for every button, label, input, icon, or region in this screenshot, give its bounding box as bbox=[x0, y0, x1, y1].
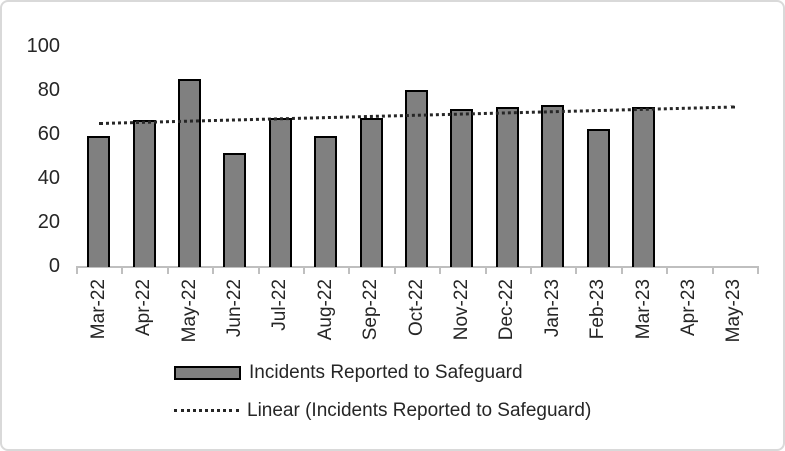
bar-series-swatch-icon bbox=[174, 365, 241, 380]
x-axis-tick bbox=[212, 266, 215, 274]
x-axis-label: Nov-22 bbox=[450, 279, 472, 341]
x-axis-tick bbox=[348, 266, 351, 274]
x-axis-label: Mar-23 bbox=[632, 279, 654, 340]
x-axis-label: Sep-22 bbox=[360, 279, 382, 341]
x-axis-label: Apr-23 bbox=[677, 279, 699, 337]
x-axis-label: Jun-22 bbox=[223, 279, 245, 338]
bar-oct-22 bbox=[405, 89, 428, 267]
bar-mar-22 bbox=[87, 135, 111, 267]
legend-bar-series-label: Incidents Reported to Safeguard bbox=[249, 361, 523, 383]
bar-mar-23 bbox=[632, 107, 655, 267]
x-axis-tick bbox=[439, 266, 442, 274]
y-axis-tick-label: 0 bbox=[48, 254, 60, 277]
y-axis-tick-label: 40 bbox=[37, 166, 60, 189]
x-axis-tick bbox=[257, 266, 260, 274]
trendline-swatch-icon bbox=[174, 409, 239, 412]
x-axis-label: Jul-22 bbox=[269, 279, 291, 331]
x-axis-label: Feb-23 bbox=[587, 279, 609, 340]
bar-dec-22 bbox=[495, 107, 519, 267]
bar-aug-22 bbox=[314, 135, 338, 267]
x-axis-tick bbox=[166, 266, 169, 274]
x-axis-label: Apr-22 bbox=[133, 279, 155, 337]
bar-jun-22 bbox=[223, 153, 247, 267]
x-axis-tick bbox=[303, 266, 305, 274]
x-axis-tick bbox=[76, 266, 78, 274]
x-axis-tick bbox=[121, 266, 124, 274]
x-axis-tick bbox=[666, 266, 669, 274]
x-axis-tick bbox=[620, 266, 623, 274]
bar-jan-23 bbox=[541, 104, 565, 267]
x-axis-tick bbox=[711, 266, 714, 274]
x-axis-tick bbox=[530, 266, 532, 274]
x-axis-line bbox=[76, 266, 759, 268]
legend-item-trendline: Linear (Incidents Reported to Safeguard) bbox=[174, 400, 591, 421]
bar-feb-23 bbox=[586, 129, 610, 267]
x-axis-tick bbox=[484, 266, 487, 274]
y-axis-tick-label: 60 bbox=[37, 122, 60, 145]
bar-may-22 bbox=[178, 78, 201, 267]
x-axis-label: Aug-22 bbox=[314, 279, 336, 341]
y-axis-tick-label: 100 bbox=[26, 34, 60, 57]
x-axis-label: Oct-22 bbox=[405, 279, 427, 337]
legend-item-bar-series: Incidents Reported to Safeguard bbox=[174, 362, 591, 383]
bar-apr-22 bbox=[132, 120, 156, 267]
x-axis-tick bbox=[393, 266, 396, 274]
x-axis-label: Mar-22 bbox=[87, 279, 109, 340]
x-axis-label: May-23 bbox=[723, 279, 745, 343]
x-axis-label: Jan-23 bbox=[541, 279, 563, 338]
legend: Incidents Reported to Safeguard Linear (… bbox=[174, 362, 591, 421]
y-axis-tick-label: 80 bbox=[37, 78, 60, 101]
bar-sep-22 bbox=[359, 118, 383, 267]
x-axis-tick bbox=[757, 266, 759, 274]
y-axis-tick-label: 20 bbox=[37, 210, 60, 233]
bar-jul-22 bbox=[268, 118, 292, 267]
x-axis-label: Dec-22 bbox=[496, 279, 518, 341]
x-axis-tick bbox=[575, 266, 578, 274]
legend-trendline-label: Linear (Incidents Reported to Safeguard) bbox=[247, 399, 592, 421]
x-axis-label: May-22 bbox=[178, 279, 200, 343]
bar-nov-22 bbox=[450, 109, 474, 267]
